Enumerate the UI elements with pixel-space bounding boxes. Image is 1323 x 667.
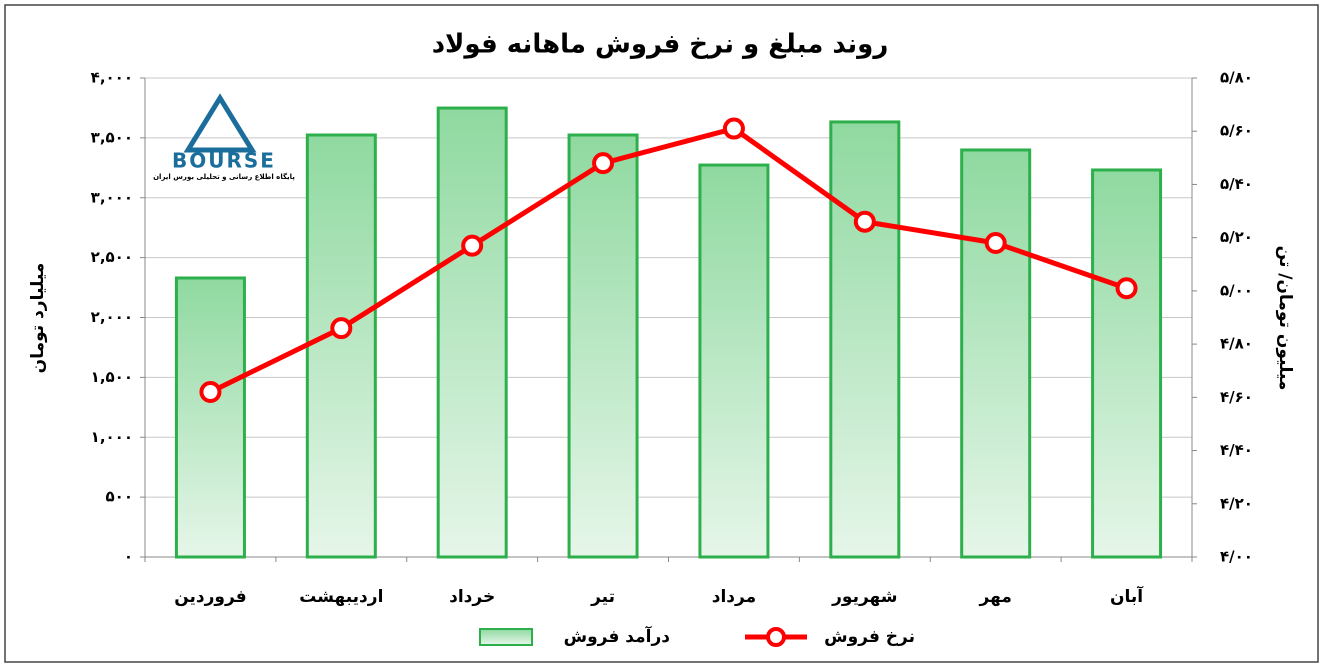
x-tick-label: اردیبهشت <box>299 587 383 607</box>
line <box>209 125 1128 395</box>
y-tick-label: ۳,۵۰۰ <box>91 128 133 146</box>
x-tick-label: فروردین <box>174 587 246 607</box>
bar <box>1091 168 1163 559</box>
bar <box>698 163 770 559</box>
bar <box>436 106 508 559</box>
x-tick-label: مرداد <box>712 587 756 607</box>
y-tick-label: ۵۰۰ <box>106 488 133 506</box>
legend-swatch <box>766 627 786 647</box>
y2-tick-label: ۵/۸۰ <box>1220 69 1253 87</box>
line-marker <box>1115 277 1138 300</box>
y2-tick-label: ۴/۸۰ <box>1220 335 1253 353</box>
y2-tick-label: ۵/۲۰ <box>1220 228 1253 246</box>
x-tick-label: تیر <box>590 587 615 607</box>
y-tick-label: ۱,۵۰۰ <box>91 368 133 386</box>
x-tick-label: شهریور <box>831 587 897 607</box>
line-marker <box>592 152 615 175</box>
line-marker <box>199 381 222 404</box>
logo-icon <box>183 93 257 153</box>
y2-tick-label: ۴/۶۰ <box>1220 388 1253 406</box>
y2-tick-label: ۴/۲۰ <box>1220 494 1253 512</box>
legend-label: نرخ فروش <box>824 627 915 647</box>
logo-text: BOURSE <box>172 149 276 173</box>
line-marker <box>984 231 1007 254</box>
y-tick-label: ۴,۰۰۰ <box>91 69 133 87</box>
y2-tick-label: ۵/۴۰ <box>1220 175 1253 193</box>
y-tick-label: ۲,۵۰۰ <box>91 248 133 266</box>
bar <box>305 133 377 559</box>
logo-subtitle: پایگاه اطلاع رسانی و تحلیلی بورس ایران <box>153 172 295 181</box>
legend-label: درآمد فروش <box>564 625 671 647</box>
y-tick-label: ۲,۰۰۰ <box>91 308 133 326</box>
y2-axis-label: میلیون تومان/ تن <box>1275 246 1295 391</box>
bar <box>829 120 901 559</box>
bar <box>960 148 1032 559</box>
x-tick-label: مهر <box>979 587 1012 607</box>
x-tick-label: آبان <box>1110 585 1144 607</box>
y-tick-label: ۱,۰۰۰ <box>91 428 133 446</box>
line-marker <box>461 234 484 257</box>
chart-title: روند مبلغ و نرخ فروش ماهانه فولاد <box>432 30 889 60</box>
y-tick-label: ۳,۰۰۰ <box>91 188 133 206</box>
x-tick-label: خرداد <box>449 587 495 607</box>
y-tick-label: ۰ <box>124 548 133 566</box>
bar <box>567 133 639 559</box>
y-axis-label: میلیارد تومان <box>28 263 48 374</box>
logo: BOURSE پایگاه اطلاع رسانی و تحلیلی بورس … <box>153 93 295 181</box>
line-marker <box>722 117 745 140</box>
y2-tick-label: ۴/۰۰ <box>1220 548 1253 566</box>
line-marker <box>853 210 876 233</box>
legend-swatch <box>479 628 533 646</box>
y2-tick-label: ۵/۶۰ <box>1220 122 1253 140</box>
bar <box>174 276 246 559</box>
y2-tick-label: ۴/۴۰ <box>1220 441 1253 459</box>
y2-tick-label: ۵/۰۰ <box>1220 281 1253 299</box>
line-marker <box>330 317 353 340</box>
